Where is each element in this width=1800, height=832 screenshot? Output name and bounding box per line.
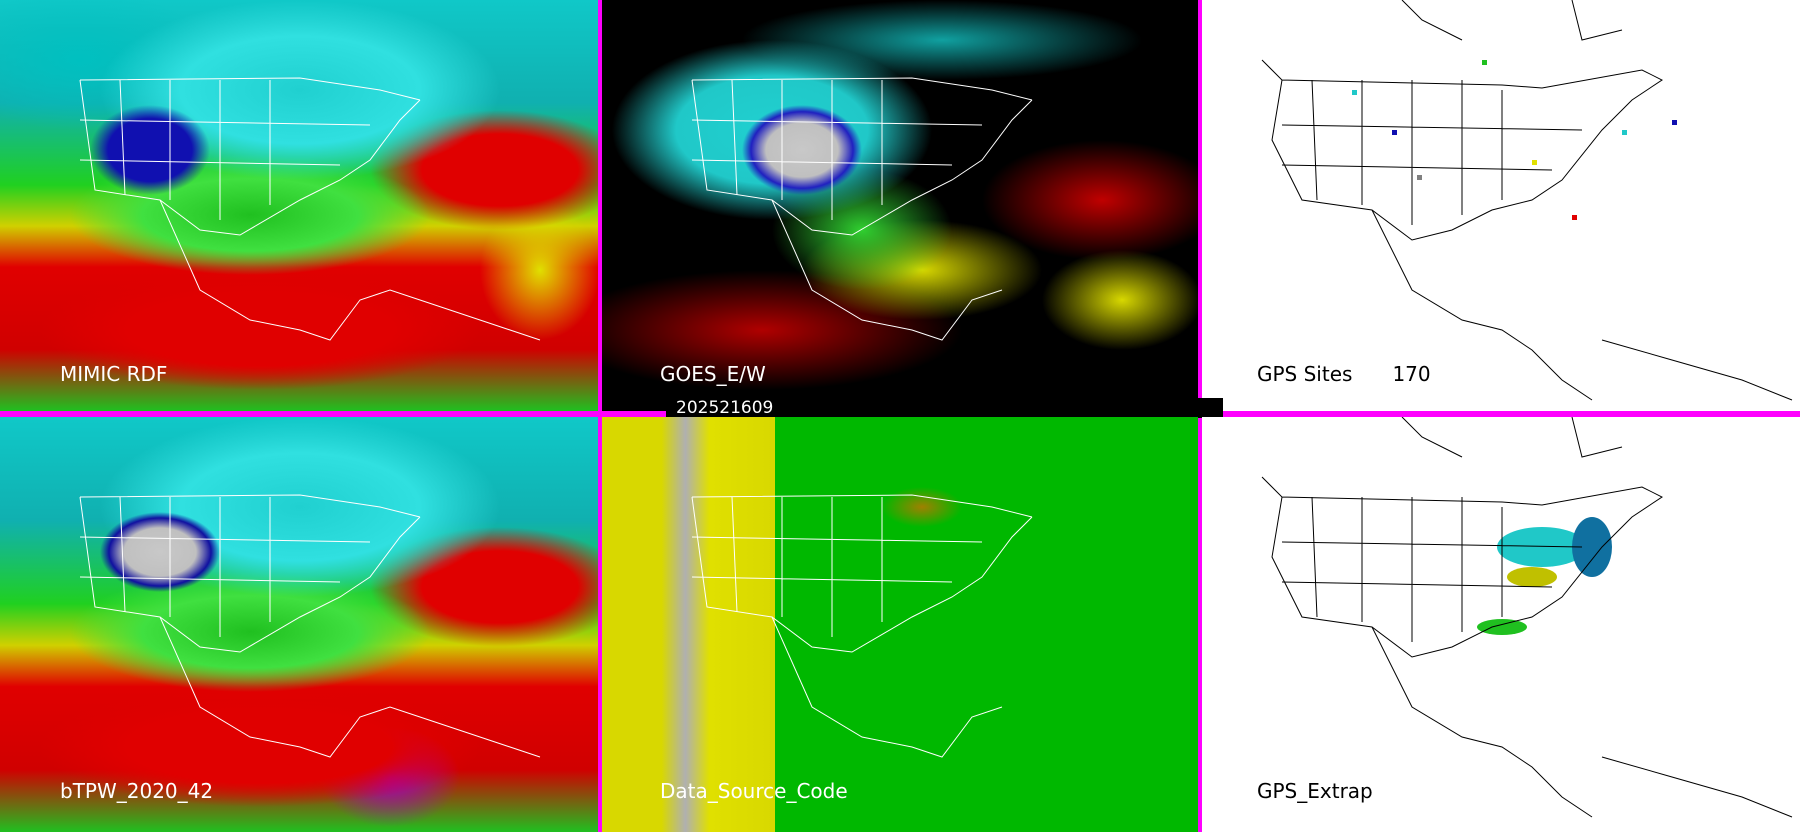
gps-site-marker	[1532, 160, 1537, 165]
panel-label: Data_Source_Code	[660, 779, 848, 803]
goes-ew-panel: GOES_E/W	[602, 0, 1198, 411]
panel-label: MIMIC RDF	[60, 362, 168, 386]
data-source-code-panel: Data_Source_Code	[602, 417, 1198, 832]
panel-label: GOES_E/W	[660, 362, 766, 386]
gps-site-marker	[1572, 215, 1577, 220]
gps-site-marker	[1672, 120, 1677, 125]
btpw-panel: bTPW_2020_42	[0, 417, 598, 832]
gps-sites-panel: GPS Sites 170	[1202, 0, 1800, 411]
gps-site-marker	[1622, 130, 1627, 135]
map-borders	[79, 77, 541, 341]
panel-label: GPS Sites 170	[1257, 362, 1431, 386]
map-borders	[1261, 0, 1793, 401]
panel-label: bTPW_2020_42	[60, 779, 214, 803]
gps-extrap-panel: GPS_Extrap	[1202, 417, 1800, 832]
map-borders	[79, 494, 541, 758]
map-borders	[691, 77, 1033, 341]
gps-site-marker	[1482, 60, 1487, 65]
gps-site-marker	[1392, 130, 1397, 135]
gps-sites-label: GPS Sites	[1257, 362, 1353, 386]
mimic-rdf-panel: MIMIC RDF	[0, 0, 598, 411]
gps-site-marker	[1352, 90, 1357, 95]
panel-label: GPS_Extrap	[1257, 779, 1373, 803]
map-borders	[1261, 417, 1793, 818]
timestamp: 202521609	[666, 398, 1223, 418]
map-borders	[691, 494, 1033, 758]
gps-site-count: 170	[1392, 362, 1431, 386]
gps-site-marker	[1417, 175, 1422, 180]
